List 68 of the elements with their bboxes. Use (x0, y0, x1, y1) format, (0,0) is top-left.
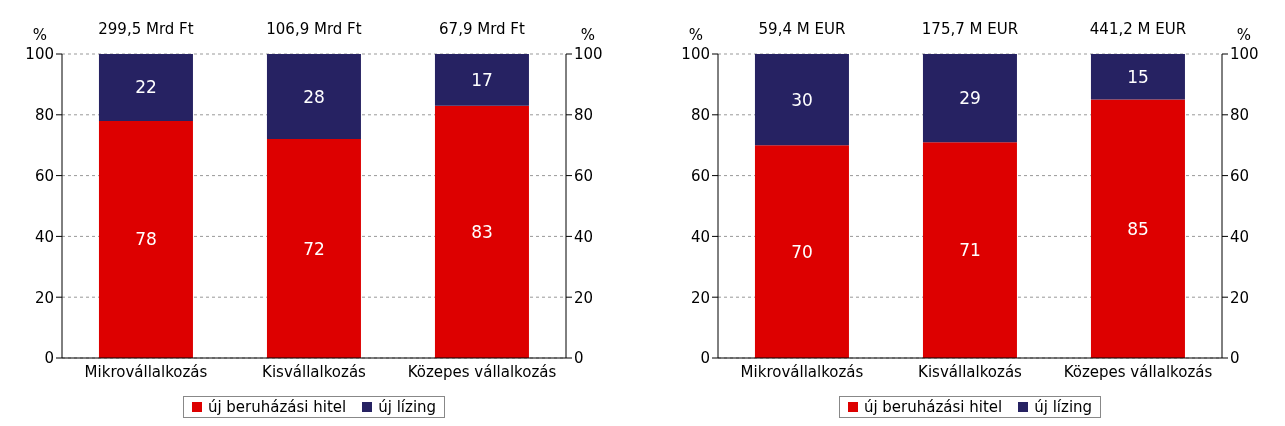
bar (98, 54, 193, 121)
text: 59,4 M EUR (758, 20, 846, 38)
y2-tick-label: 20 (1230, 288, 1250, 307)
y2-tick-label: 20 (574, 288, 594, 307)
y2-tick-label: 40 (1230, 227, 1250, 246)
y2-tick-label: 60 (1230, 166, 1250, 185)
y-tick-label: 20 (34, 288, 54, 307)
data-label: 71 (959, 240, 981, 261)
bar (1090, 54, 1185, 100)
y2-axis-title: % (580, 26, 596, 44)
bar (98, 120, 193, 358)
bar (1090, 99, 1185, 358)
y-tick-label: 0 (44, 349, 54, 368)
data-label: 30 (791, 89, 813, 110)
y-tick-label: 100 (25, 45, 54, 64)
x-tick-label: Közepes vállalkozás (407, 362, 557, 381)
bar (922, 54, 1017, 143)
bar (922, 142, 1017, 358)
y2-tick-label: 60 (574, 166, 594, 185)
y-tick-label: 60 (690, 166, 710, 185)
text: 106,9 Mrd Ft (266, 20, 362, 38)
y-tick-label: 0 (700, 349, 710, 368)
y-tick-label: 100 (681, 45, 710, 64)
y-tick-label: 60 (34, 166, 54, 185)
text: 441,2 M EUR (1089, 20, 1187, 38)
y-tick-label: 80 (34, 106, 54, 125)
bar (266, 139, 361, 358)
bar (434, 54, 529, 106)
data-label: 28 (303, 86, 325, 107)
data-label: 85 (1127, 218, 1149, 239)
bar (754, 54, 849, 146)
y2-axis-title: % (1236, 26, 1252, 44)
text: 175,7 M EUR (921, 20, 1019, 38)
y-tick-label: 80 (690, 106, 710, 125)
data-label: 78 (135, 229, 157, 250)
y-axis-title: % (688, 26, 704, 44)
y-tick-label: 40 (690, 227, 710, 246)
text: 299,5 Mrd Ft (98, 20, 194, 38)
y2-tick-label: 80 (574, 106, 594, 125)
x-tick-label: Mikrovállalkozás (740, 362, 864, 381)
data-label: 72 (303, 238, 325, 259)
x-tick-label: Kisvállalkozás (262, 362, 367, 381)
legend-label: új lízing (1033, 398, 1093, 416)
bar (266, 54, 361, 140)
data-label: 15 (1127, 66, 1149, 87)
y-axis-title: % (32, 26, 48, 44)
legend-label: új beruházási hitel (206, 398, 347, 416)
legend-label: új beruházási hitel (862, 398, 1003, 416)
y2-tick-label: 100 (574, 45, 603, 64)
data-label: 17 (471, 69, 493, 90)
y2-tick-label: 100 (1230, 45, 1259, 64)
y-tick-label: 20 (690, 288, 710, 307)
data-label: 29 (959, 88, 981, 109)
y2-tick-label: 80 (1230, 106, 1250, 125)
legend-label: új lízing (377, 398, 437, 416)
bar (754, 145, 849, 358)
y2-tick-label: 0 (574, 349, 584, 368)
y-tick-label: 40 (34, 227, 54, 246)
text: 67,9 Mrd Ft (439, 20, 525, 38)
x-tick-label: Kisvállalkozás (918, 362, 1023, 381)
data-label: 70 (791, 241, 813, 262)
data-label: 83 (471, 221, 493, 242)
data-label: 22 (135, 77, 157, 98)
y2-tick-label: 40 (574, 227, 594, 246)
x-tick-label: Mikrovállalkozás (84, 362, 208, 381)
bar (434, 105, 529, 358)
x-tick-label: Közepes vállalkozás (1063, 362, 1213, 381)
y2-tick-label: 0 (1230, 349, 1240, 368)
